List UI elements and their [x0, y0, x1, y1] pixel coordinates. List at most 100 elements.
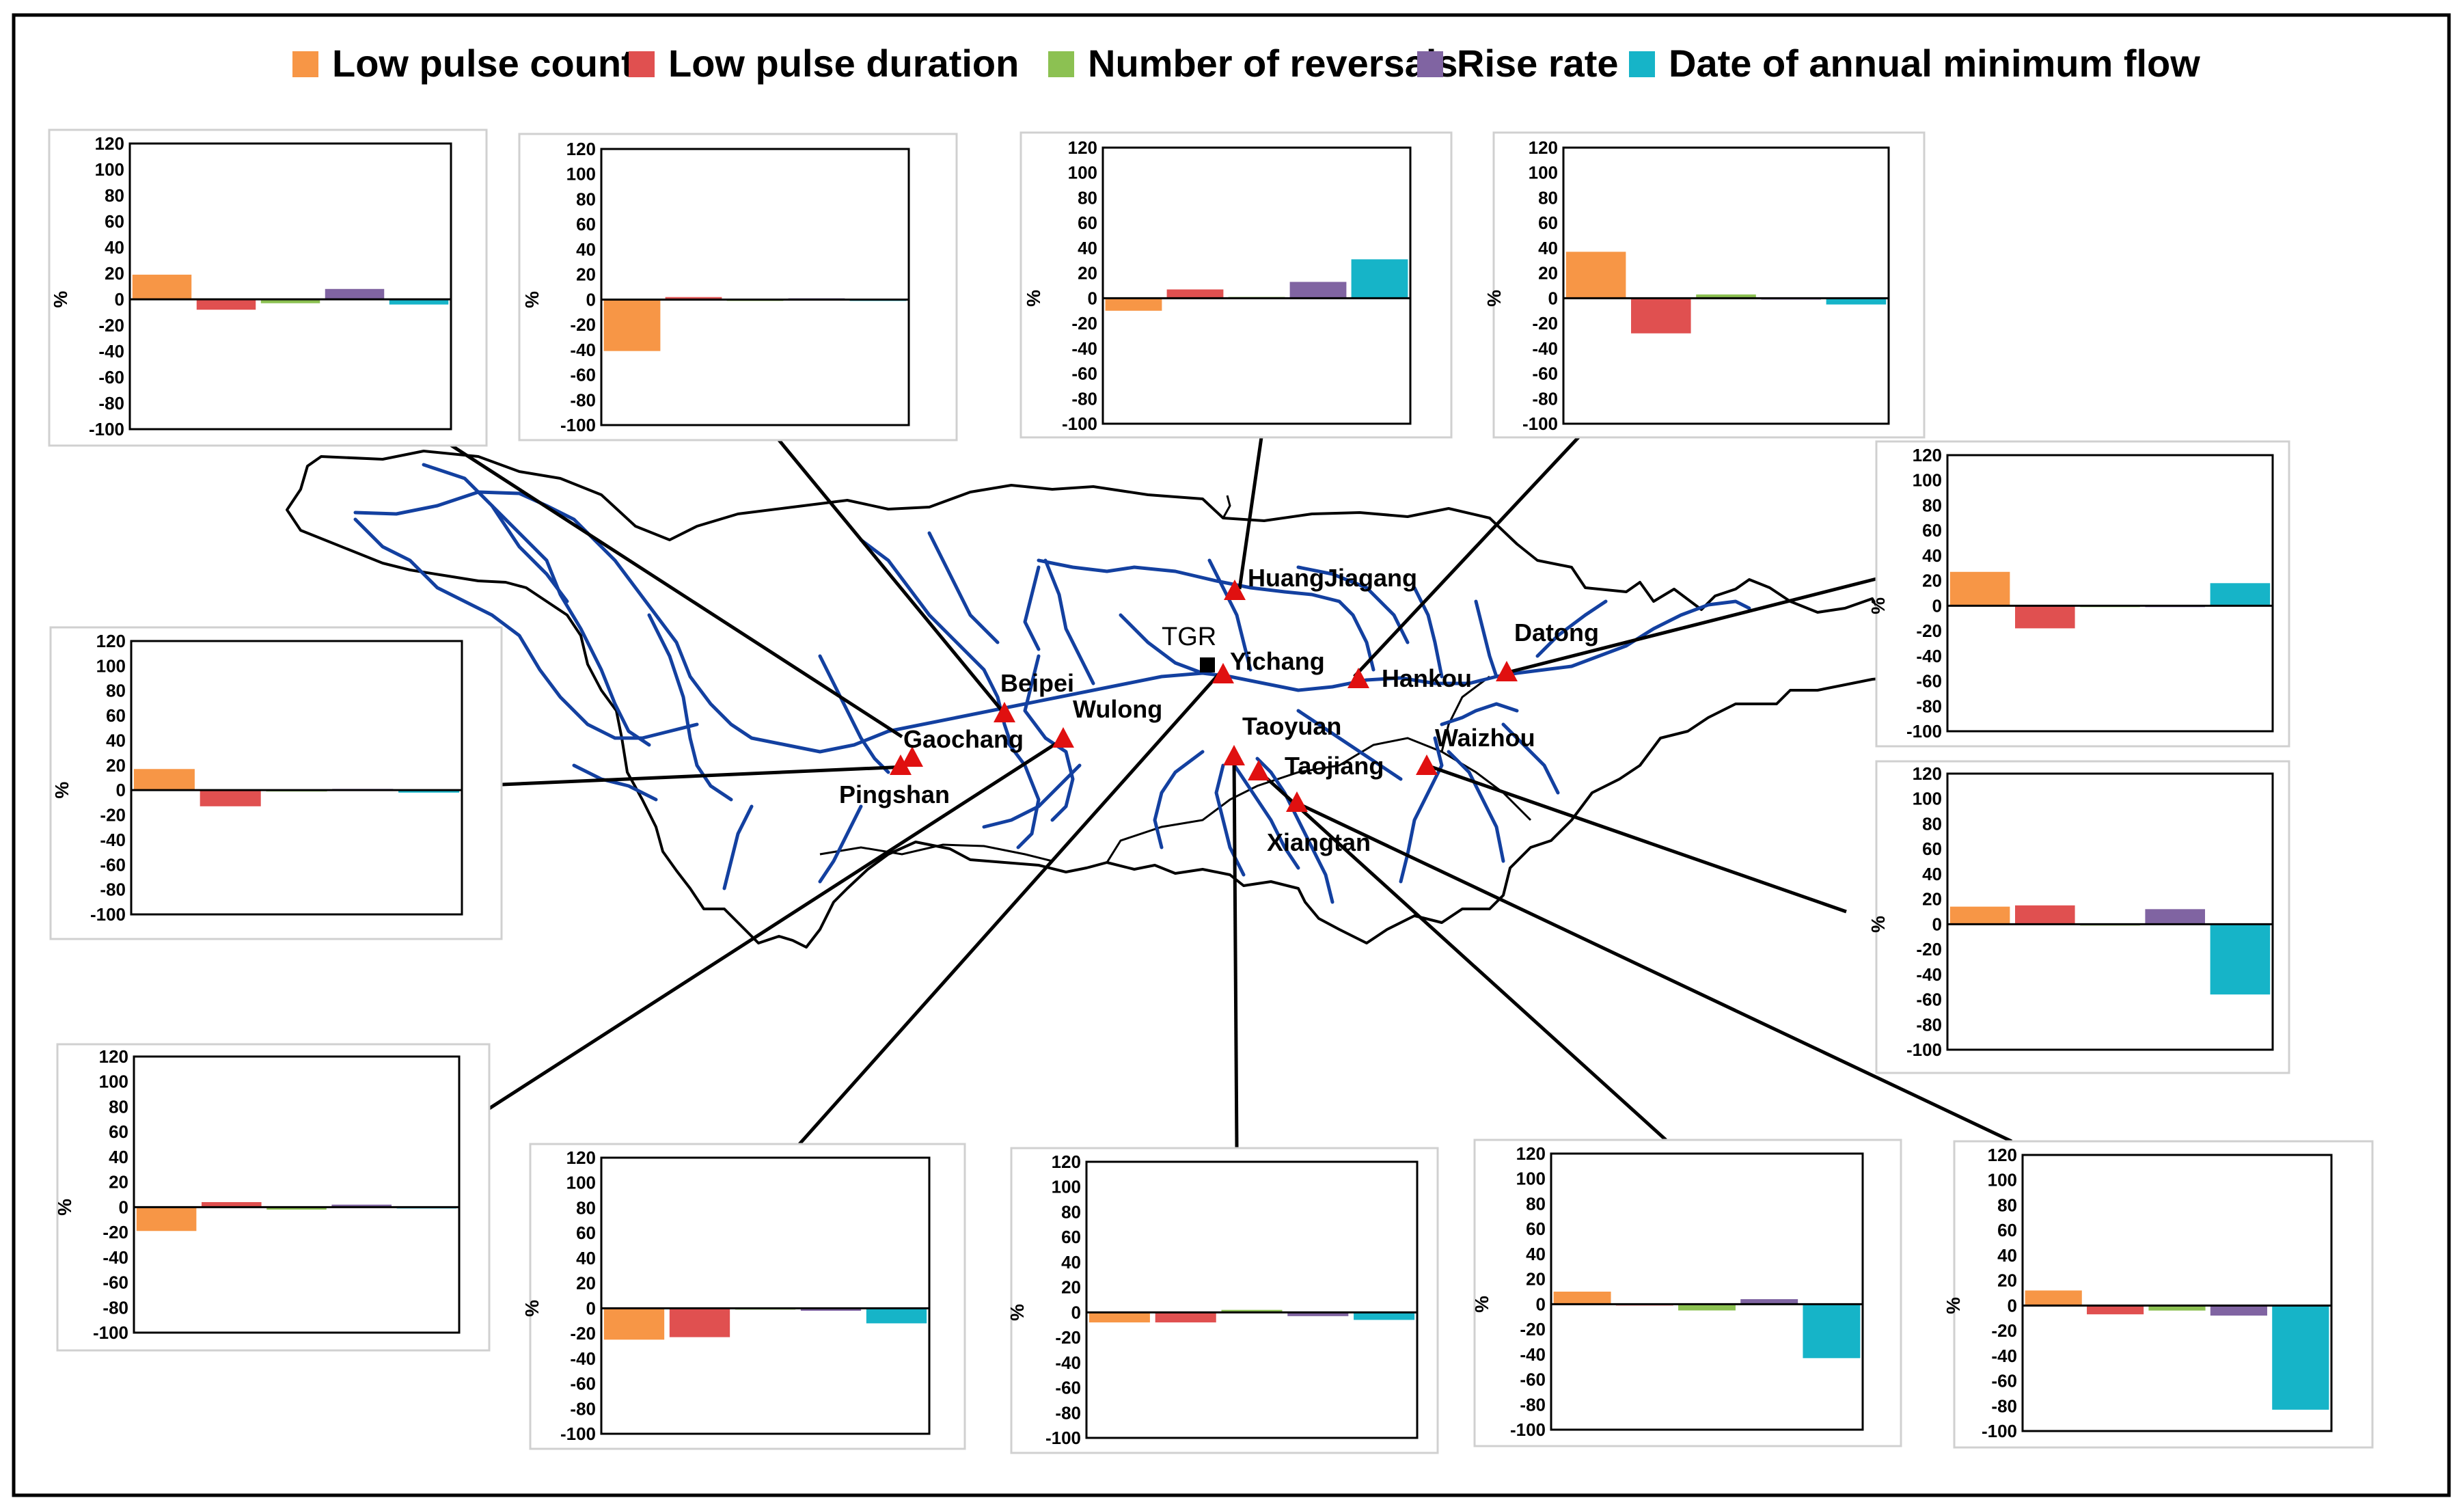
plot-area	[130, 640, 463, 916]
station-marker-icon	[1212, 663, 1234, 683]
y-tick-label: 120	[1529, 137, 1558, 158]
station-label: Gaochang	[903, 725, 1024, 753]
bar-low-pulse-count	[133, 769, 195, 791]
chart-panel-datong: 120 100 80 60 40 20 0 -20 -40 -60 -80 -100%	[1867, 440, 2290, 748]
y-tick-label: -40	[570, 1348, 596, 1369]
chart-panel-gaochang: 120 100 80 60 40 20 0 -20 -40 -60 -80 -100%	[48, 128, 488, 447]
y-tick-label: 60	[1538, 213, 1558, 233]
y-tick-label: -60	[1520, 1370, 1546, 1390]
y-tick-label: -60	[1532, 364, 1558, 384]
basin-map	[286, 450, 1983, 949]
chart-panel-huangjiagang: 120 100 80 60 40 20 0 -20 -40 -60 -80 -100%	[1019, 131, 1453, 439]
y-tick-label: 0	[1536, 1294, 1546, 1314]
y-tick-label: 0	[1071, 1302, 1081, 1322]
bar-rise-rate	[331, 1204, 392, 1208]
y-tick-label: 0	[1548, 288, 1558, 308]
chart-panel-frame	[49, 626, 503, 940]
y-tick-label: -100	[1906, 1039, 1942, 1060]
legend-label: Number of reversals	[1088, 42, 1458, 85]
internal-boundary	[1222, 495, 1231, 519]
y-tick-label: 100	[566, 1173, 596, 1193]
y-tick-label: -20	[1532, 313, 1558, 333]
connector-line-waizhou	[1430, 765, 1847, 914]
y-tick-label: -60	[1916, 990, 1942, 1010]
y-tick-label: -60	[1991, 1371, 2017, 1391]
y-tick-label: 120	[1988, 1145, 2017, 1165]
station-label: Xiangtan	[1267, 828, 1371, 856]
connector-line-wulong	[488, 736, 1066, 1111]
plot-area	[1550, 1152, 1864, 1431]
y-tick-label: -100	[90, 904, 126, 925]
bar-date-of-annual-minimum-flow	[1803, 1304, 1861, 1359]
y-tick-label: 20	[106, 755, 126, 776]
station-marker-icon	[1224, 580, 1246, 600]
y-tick-label: 0	[586, 289, 596, 310]
connector-line-pingshan	[501, 765, 907, 787]
station-gaochang: Gaochang	[901, 725, 1024, 767]
y-tick-label: -100	[1982, 1421, 2017, 1441]
station-marker-icon	[1286, 791, 1308, 812]
y-tick-label: -40	[98, 341, 124, 362]
station-label: Taojiang	[1285, 752, 1384, 780]
y-tick-label: -100	[560, 415, 596, 435]
y-tick-label: -60	[100, 854, 126, 875]
chart-panel-frame	[529, 1143, 966, 1450]
bar-low-pulse-duration	[196, 299, 256, 310]
y-tick-label: 60	[576, 1223, 596, 1243]
y-tick-label: 80	[1997, 1195, 2017, 1215]
bar-low-pulse-count	[1553, 1292, 1611, 1305]
station-datong: Datong	[1496, 618, 1599, 681]
bar-low-pulse-count	[1565, 251, 1626, 299]
y-axis-label: %	[50, 290, 71, 308]
y-tick-label: 20	[105, 263, 124, 284]
y-tick-label: 120	[99, 1046, 128, 1067]
station-hankou: Hankou	[1347, 664, 1472, 692]
y-tick-label: -40	[100, 830, 126, 850]
station-huangjiagang: HuangJiagang	[1224, 564, 1417, 600]
y-tick-label: -20	[1055, 1327, 1081, 1348]
legend-swatch	[1048, 51, 1074, 77]
station-marker-icon	[1416, 754, 1438, 775]
y-tick-label: 40	[105, 237, 124, 258]
y-axis-label: %	[54, 1199, 75, 1216]
y-tick-label: 60	[1061, 1227, 1081, 1247]
bar-low-pulse-duration	[669, 1308, 730, 1337]
y-tick-label: 0	[116, 780, 126, 800]
station-label: Waizhou	[1435, 724, 1535, 752]
y-tick-label: -80	[1991, 1396, 2017, 1416]
y-axis-label: %	[1023, 290, 1044, 307]
station-taojiang: Taojiang	[1248, 752, 1384, 780]
y-tick-label: 100	[1052, 1177, 1081, 1197]
y-tick-label: 80	[1526, 1193, 1546, 1214]
y-axis-label: %	[521, 1300, 543, 1317]
chart-panel-wulong: 120 100 80 60 40 20 0 -20 -40 -60 -80 -100%	[54, 1043, 491, 1352]
station-label: HuangJiagang	[1248, 564, 1417, 592]
y-tick-label: 60	[1997, 1220, 2017, 1240]
reservoir-tgr: TGR	[1162, 623, 1216, 672]
chart-panel-frame	[56, 1043, 491, 1352]
station-waizhou: Waizhou	[1416, 724, 1535, 775]
bar-low-pulse-duration	[2087, 1305, 2144, 1315]
y-tick-label: 20	[1997, 1270, 2017, 1291]
y-tick-label: 80	[109, 1096, 128, 1117]
y-tick-label: 80	[576, 1197, 596, 1218]
chart-panel-yichang: 120 100 80 60 40 20 0 -20 -40 -60 -80 -100%	[521, 1143, 966, 1450]
legend-swatch	[292, 51, 318, 77]
station-marker-icon	[890, 754, 912, 775]
station-wulong: Wulong	[1052, 695, 1162, 748]
internal-boundary	[819, 843, 1053, 862]
y-tick-label: 100	[96, 655, 126, 676]
y-tick-label: 100	[95, 159, 124, 180]
y-tick-label: 80	[1922, 813, 1942, 834]
connector-line-datong	[1509, 576, 1880, 674]
y-tick-label: 20	[1538, 263, 1558, 284]
y-tick-label: 120	[1068, 137, 1097, 158]
legend-item: Rise rate	[1417, 42, 1619, 85]
bar-number-of-reversals	[266, 1207, 327, 1210]
y-tick-label: 40	[1526, 1244, 1546, 1264]
y-tick-label: 40	[576, 239, 596, 260]
chart-panel-frame	[1010, 1147, 1439, 1454]
bar-low-pulse-count	[1949, 906, 2010, 925]
y-tick-label: -20	[570, 314, 596, 335]
